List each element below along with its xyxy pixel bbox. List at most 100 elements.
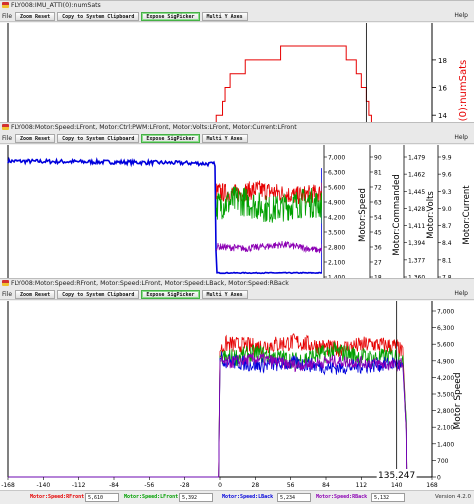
y-tick-label: 1,411 (408, 223, 425, 230)
y-tick-label: 81 (374, 170, 382, 177)
readout-label: Motor:Speed:RBack (316, 494, 368, 500)
expose-sigpicker-button[interactable]: Expose SigPicker (141, 133, 200, 143)
motor-lfront-window: FLY008:Motor:Speed:LFront, Motor:Ctrl:PW… (0, 122, 474, 278)
y-tick-label: 1,360 (408, 275, 425, 279)
zoom-reset-button[interactable]: Zoom Reset (15, 133, 56, 143)
y-axis-label: Motor:Volts (426, 191, 436, 239)
y-tick-label: 1,377 (408, 257, 425, 264)
series-line-motor-speed-rback (8, 352, 408, 478)
y-tick-label: 5,600 (328, 185, 345, 192)
y-tick-label: 2,800 (328, 245, 345, 252)
app-icon (2, 280, 9, 286)
y-tick-label: 1,479 (408, 155, 425, 162)
series-line-motor-current-lfront (215, 240, 323, 254)
motor-speed-series-group (8, 333, 408, 478)
window-title: FLY008:Motor:Speed:LFront, Motor:Ctrl:PW… (11, 124, 297, 131)
copy-clipboard-button[interactable]: Copy to System Clipboard (57, 133, 140, 143)
y-tick-label: 3,500 (437, 392, 454, 399)
x-tick-label: 56 (287, 482, 295, 489)
window-title-bar: FLY008:Motor:Speed:LFront, Motor:Ctrl:PW… (0, 123, 474, 133)
y-tick-label: 0 (437, 475, 441, 482)
motor-lfront-chart: 7,000 6,300 5,600 4,900 4,200 3,500 2,800 2,100… (7, 145, 474, 279)
y-tick-label: 63 (374, 200, 382, 207)
x-tick-label: -28 (180, 482, 190, 489)
y-tick-label: 1,428 (408, 206, 425, 213)
x-tick-label: 28 (252, 482, 260, 489)
y-tick-label: 1,400 (328, 275, 345, 279)
y-tick-label: 72 (374, 185, 382, 192)
x-tick-label: 112 (356, 482, 368, 489)
motor-speed-x-ticks: -168 -140 -112 -84 -56 -28 0 28 56 84 112 140 168 (1, 477, 438, 489)
copy-clipboard-button[interactable]: Copy to System Clipboard (57, 289, 140, 299)
y-tick-label: 7.8 (442, 275, 452, 279)
y-tick-label: 2,100 (437, 425, 454, 432)
signal-readout-bar: Motor:Speed:RFront 5,610 Motor:Speed:LFron… (0, 490, 474, 504)
x-tick-label: -168 (1, 482, 15, 489)
multi-y-axes-button[interactable]: Multi Y Axes (201, 289, 248, 299)
zoom-reset-button[interactable]: Zoom Reset (15, 289, 56, 299)
y-tick-label: 1,394 (408, 240, 425, 247)
x-tick-label: -84 (109, 482, 119, 489)
readout-value: 5,234 (277, 493, 311, 502)
y-tick-label: 6,300 (328, 170, 345, 177)
x-tick-label: 0 (218, 482, 222, 489)
multi-y-axes-button[interactable]: Multi Y Axes (201, 133, 248, 143)
readout-value: 5,132 (371, 493, 405, 502)
y-tick-label: 27 (374, 260, 382, 267)
y-tick-label: 9.3 (442, 189, 452, 196)
y-tick-label: 3,500 (328, 230, 345, 237)
y-tick-label: 18 (374, 275, 382, 279)
help-menu[interactable]: Help (454, 12, 468, 19)
motor-speed-plot[interactable]: 7,000 6,300 5,600 4,900 4,200 3,500 2,800 2,100… (0, 301, 474, 490)
help-menu[interactable]: Help (454, 290, 468, 297)
cursor-value-box (376, 469, 417, 479)
multi-y-axes-button[interactable]: Multi Y Axes (201, 11, 248, 21)
series-line-motor-speed-lfront (8, 341, 408, 478)
motor-lfront-plot[interactable]: 7,000 6,300 5,600 4,900 4,200 3,500 2,800 2,100… (0, 145, 474, 278)
copy-clipboard-button[interactable]: Copy to System Clipboard (57, 11, 140, 21)
window-title-bar: FLY008:Motor:Speed:RFront, Motor:Speed:L… (0, 279, 474, 289)
y-tick-label: 1,400 (437, 441, 454, 448)
x-tick-label: 168 (426, 482, 438, 489)
numsats-line (8, 45, 432, 144)
y-axis-label: Motor:Commanded (392, 174, 402, 256)
y-tick-label: 9.0 (442, 206, 452, 213)
x-tick-label: 140 (391, 482, 403, 489)
y-tick-label: 1,445 (408, 189, 425, 196)
motor-speed-window: FLY008:Motor:Speed:RFront, Motor:Speed:L… (0, 278, 474, 490)
y-tick-label: 14 (438, 112, 447, 120)
y-tick-label: 4,900 (328, 200, 345, 207)
y-tick-label: 7,000 (437, 309, 454, 316)
readout-value: 5,610 (85, 493, 119, 502)
y-tick-label: 2,100 (328, 260, 345, 267)
numsats-axis-label: IMU_ATTI(0):numSats (458, 60, 469, 150)
version-label: Version 4.2.0 (435, 494, 471, 500)
expose-sigpicker-button[interactable]: Expose SigPicker (141, 289, 200, 299)
motor-speed-axis-label: Motor Speed (453, 372, 463, 429)
y-tick-label: 7,000 (328, 155, 345, 162)
y-tick-label: 18 (438, 57, 447, 65)
zoom-reset-button[interactable]: Zoom Reset (15, 11, 56, 21)
y-axis-label: Motor:Speed (358, 188, 368, 242)
y-tick-label: 54 (374, 215, 382, 222)
x-tick-label: -140 (37, 482, 51, 489)
file-menu[interactable]: File (2, 12, 13, 20)
window-title: FLY008:Motor:Speed:RFront, Motor:Speed:L… (11, 280, 289, 287)
help-menu[interactable]: Help (454, 134, 468, 141)
motor-speed-y-ticks: 7,000 6,300 5,600 4,900 4,200 3,500 2,800 2,100… (432, 309, 454, 482)
y-tick-label: 8.7 (442, 223, 452, 230)
toolbar: File Zoom Reset Copy to System Clipboard… (0, 11, 474, 22)
file-menu[interactable]: File (2, 134, 13, 142)
y-tick-label: 4,200 (437, 375, 454, 382)
file-menu[interactable]: File (2, 290, 13, 298)
window-title-bar: FLY008:IMU_ATTI(0):numSats (0, 1, 474, 11)
y-tick-label: 700 (437, 458, 449, 465)
time-cursor[interactable]: 135.247 (376, 301, 417, 481)
series-line-motor-speed-lfront (7, 156, 323, 275)
y-axis-label: Motor:Current (462, 185, 472, 245)
toolbar: File Zoom Reset Copy to System Clipboard… (0, 289, 474, 300)
y-tick-label: 16 (438, 85, 447, 93)
motor-lfront-series-group (7, 156, 323, 275)
expose-sigpicker-button[interactable]: Expose SigPicker (141, 11, 200, 21)
y-tick-label: 5,600 (437, 342, 454, 349)
